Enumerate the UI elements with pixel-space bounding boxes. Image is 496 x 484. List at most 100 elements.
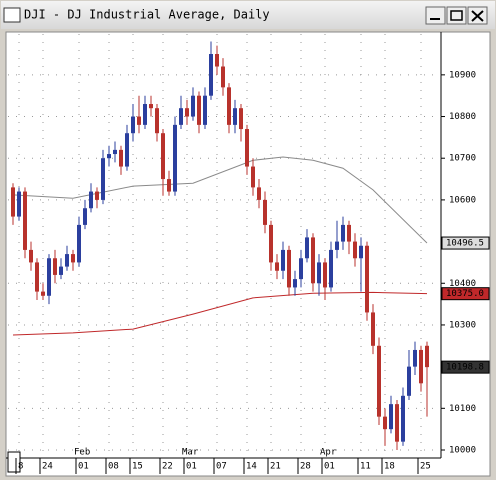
candle-body bbox=[263, 199, 267, 225]
candle-body bbox=[257, 187, 261, 200]
candle-body bbox=[371, 312, 375, 346]
candle-body bbox=[89, 191, 93, 209]
candle-body bbox=[53, 258, 57, 275]
candle-body bbox=[83, 208, 87, 225]
x-tick-label: 01 bbox=[78, 462, 89, 472]
x-tick-label: 25 bbox=[420, 462, 431, 472]
x-tick-label: 22 bbox=[162, 462, 173, 472]
x-tick-label: 8 bbox=[18, 462, 23, 472]
candle-body bbox=[275, 262, 279, 271]
window-title: DJI - DJ Industrial Average, Daily bbox=[24, 8, 270, 22]
title-bar bbox=[1, 1, 495, 29]
candle-body bbox=[203, 95, 207, 125]
candle-body bbox=[23, 191, 27, 250]
candle-body bbox=[227, 87, 231, 125]
candle-body bbox=[41, 291, 45, 296]
candle-body bbox=[251, 166, 255, 188]
x-tick-label: 18 bbox=[384, 462, 395, 472]
candle-body bbox=[131, 116, 135, 134]
month-label: Apr bbox=[320, 448, 337, 458]
y-tick-label: 10300 bbox=[449, 320, 476, 330]
x-tick-label: 15 bbox=[132, 462, 143, 472]
candle-body bbox=[395, 404, 399, 442]
candle-body bbox=[269, 224, 273, 263]
candle-body bbox=[47, 258, 51, 296]
candle-body bbox=[347, 224, 351, 242]
candle-body bbox=[173, 124, 177, 192]
candle-body bbox=[425, 345, 429, 368]
candle-body bbox=[167, 179, 171, 192]
candle-body bbox=[155, 108, 159, 134]
candle-body bbox=[143, 104, 147, 125]
candle-body bbox=[329, 249, 333, 288]
candle-body bbox=[161, 133, 165, 180]
candle-body bbox=[311, 237, 315, 284]
x-tick-label: 11 bbox=[360, 462, 371, 472]
candle-body bbox=[353, 241, 357, 259]
candle-body bbox=[197, 95, 201, 125]
candle-body bbox=[17, 191, 21, 217]
close-button[interactable] bbox=[467, 6, 488, 25]
candle-body bbox=[287, 249, 291, 288]
x-tick-label: 24 bbox=[42, 462, 53, 472]
candle-body bbox=[401, 395, 405, 442]
month-label: Mar bbox=[182, 448, 199, 458]
candle-body bbox=[305, 237, 309, 259]
minimize-button[interactable] bbox=[425, 6, 446, 25]
candle-body bbox=[119, 149, 123, 167]
candle-body bbox=[359, 245, 363, 259]
x-tick-label: 07 bbox=[216, 462, 227, 472]
candle-body bbox=[71, 254, 75, 263]
candle-body bbox=[35, 262, 39, 292]
chart-area bbox=[5, 31, 491, 477]
candle-body bbox=[341, 224, 345, 242]
month-label: Feb bbox=[74, 448, 90, 458]
y-tick-label: 10400 bbox=[449, 279, 476, 289]
candle-body bbox=[413, 349, 417, 367]
scroll-box bbox=[7, 451, 21, 473]
x-tick-label: 21 bbox=[270, 462, 281, 472]
candle-body bbox=[191, 95, 195, 117]
x-tick-label: 28 bbox=[300, 462, 311, 472]
candle-body bbox=[365, 245, 369, 313]
candle-body bbox=[389, 404, 393, 430]
last-value-label: 10496.5 bbox=[446, 239, 484, 249]
y-tick-label: 10000 bbox=[449, 445, 476, 455]
y-tick-label: 10100 bbox=[449, 404, 476, 414]
y-tick-label: 10700 bbox=[449, 154, 476, 164]
maximize-button[interactable] bbox=[446, 6, 467, 25]
candle-body bbox=[317, 262, 321, 284]
last-value-label: 10375.0 bbox=[446, 289, 484, 299]
candle-body bbox=[335, 241, 339, 250]
x-tick-label: 14 bbox=[246, 462, 257, 472]
candle-body bbox=[125, 133, 129, 167]
candle-body bbox=[407, 366, 411, 396]
candle-body bbox=[383, 416, 387, 430]
candle-body bbox=[215, 54, 219, 67]
x-tick-label: 08 bbox=[108, 462, 119, 472]
y-tick-label: 10800 bbox=[449, 112, 476, 122]
candle-body bbox=[323, 262, 327, 288]
candle-body bbox=[377, 345, 381, 417]
candle-body bbox=[299, 258, 303, 280]
candle-body bbox=[233, 108, 237, 125]
x-tick-label: 01 bbox=[324, 462, 335, 472]
candle-body bbox=[185, 108, 189, 117]
candle-body bbox=[113, 149, 117, 155]
candle-body bbox=[209, 54, 213, 96]
candle-body bbox=[419, 349, 423, 384]
candle-body bbox=[107, 154, 111, 159]
x-tick-label: 01 bbox=[186, 462, 197, 472]
app-icon bbox=[3, 7, 21, 23]
candle-body bbox=[221, 66, 225, 88]
candle-body bbox=[281, 249, 285, 271]
last-value-label-box bbox=[441, 287, 490, 301]
candle-body bbox=[293, 279, 297, 288]
last-close-label: 10198.8 bbox=[446, 363, 484, 373]
y-tick-label: 10900 bbox=[449, 70, 476, 80]
candle-body bbox=[11, 187, 15, 217]
candle-body bbox=[77, 224, 81, 263]
candle-body bbox=[239, 108, 243, 130]
candle-body bbox=[65, 254, 69, 267]
